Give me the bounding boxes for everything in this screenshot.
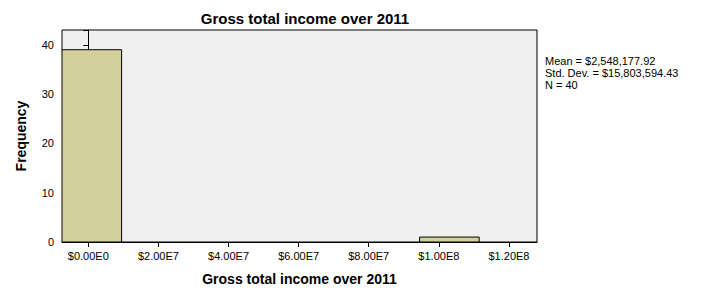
svg-text:$1.20E8: $1.20E8 xyxy=(488,250,529,262)
svg-text:Gross total income over 2011: Gross total income over 2011 xyxy=(202,271,397,287)
svg-text:10: 10 xyxy=(42,187,54,199)
svg-text:Mean = $2,548,177.92: Mean = $2,548,177.92 xyxy=(545,55,655,67)
svg-text:$1.00E8: $1.00E8 xyxy=(418,250,459,262)
svg-text:$0.00E0: $0.00E0 xyxy=(68,250,109,262)
svg-text:Gross total income over 2011: Gross total income over 2011 xyxy=(201,10,409,27)
svg-text:Frequency: Frequency xyxy=(13,100,29,171)
svg-text:0: 0 xyxy=(48,236,54,248)
svg-text:30: 30 xyxy=(42,88,54,100)
svg-text:Std. Dev. = $15,803,594.43: Std. Dev. = $15,803,594.43 xyxy=(545,67,678,79)
svg-text:$4.00E7: $4.00E7 xyxy=(208,250,249,262)
svg-text:$2.00E7: $2.00E7 xyxy=(138,250,179,262)
svg-text:$8.00E7: $8.00E7 xyxy=(348,250,389,262)
svg-text:40: 40 xyxy=(42,39,54,51)
svg-text:N = 40: N = 40 xyxy=(545,79,578,91)
svg-text:20: 20 xyxy=(42,137,54,149)
svg-text:$6.00E7: $6.00E7 xyxy=(278,250,319,262)
